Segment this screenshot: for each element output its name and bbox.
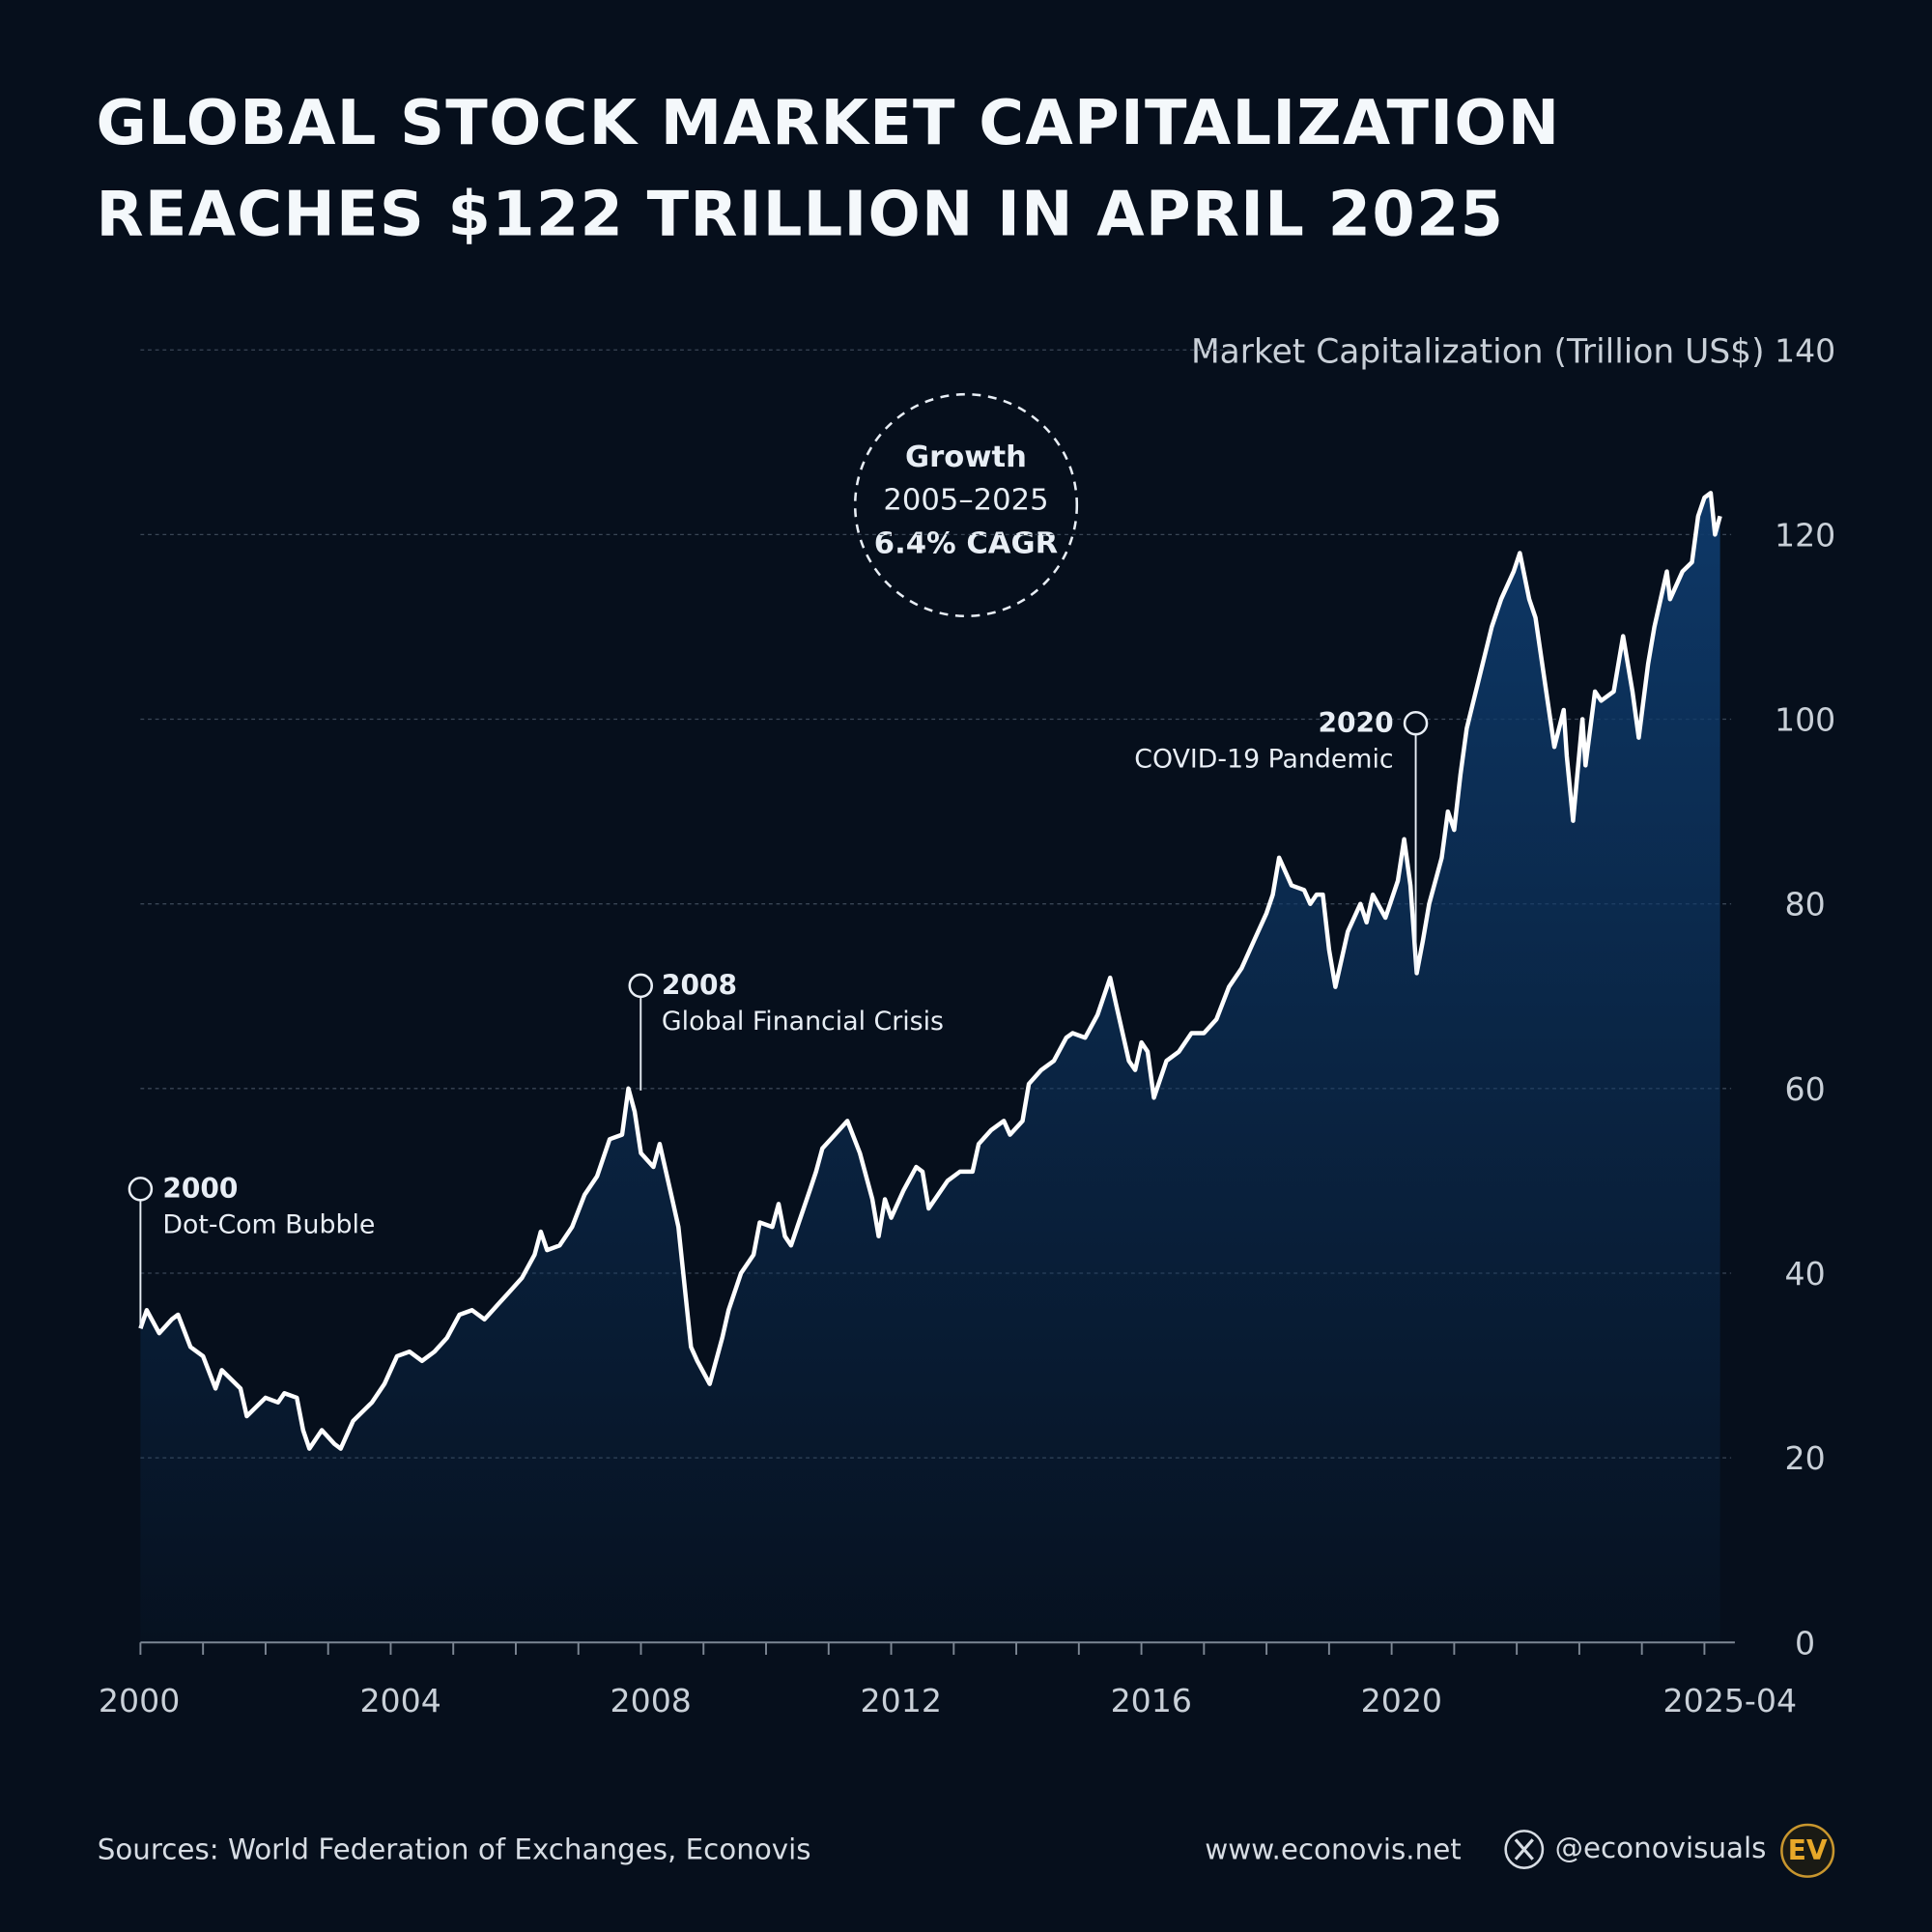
line	[138, 491, 1722, 1451]
callout-line: 2005–2025	[883, 484, 1048, 518]
annotation-marker	[628, 973, 654, 999]
y-tick-label: 60	[1785, 1070, 1826, 1108]
annotation-title: 2008	[662, 970, 737, 1002]
callout-circle	[853, 392, 1079, 618]
x-tick-label: 2012	[861, 1682, 942, 1719]
y-tick-label: 120	[1775, 516, 1835, 554]
annotation-marker	[128, 1177, 154, 1202]
y-tick-label: 80	[1785, 886, 1826, 923]
area	[140, 493, 1720, 1643]
x-tick-label: 2000	[99, 1682, 180, 1719]
website: www.econovis.net	[1205, 1833, 1461, 1865]
y-tick-label: 100	[1775, 701, 1835, 739]
callout-line: Growth	[905, 440, 1027, 474]
y-tick-label: 20	[1785, 1439, 1826, 1477]
annotation-title: 2000	[162, 1173, 238, 1205]
annotation-marker	[1403, 710, 1429, 736]
annotation-text: COVID-19 Pandemic	[1134, 744, 1393, 774]
y-tick-label: 0	[1795, 1624, 1815, 1662]
title-line-2: REACHES $122 TRILLION IN APRIL 2025	[96, 179, 1504, 250]
annotation-text: Dot-Com Bubble	[162, 1210, 375, 1240]
title-line-1: GLOBAL STOCK MARKET CAPITALIZATION	[96, 88, 1560, 159]
x-tick-label: 2025-04	[1663, 1682, 1798, 1719]
x-tick-label: 2016	[1111, 1682, 1192, 1719]
x-icon-glyph	[1514, 1838, 1534, 1861]
annotation-title: 2020	[1319, 707, 1394, 739]
x-tick-label: 2020	[1361, 1682, 1442, 1719]
annotation-text: Global Financial Crisis	[662, 1007, 944, 1037]
x-icon	[1504, 1830, 1545, 1869]
callout-line: 6.4% CAGR	[874, 526, 1058, 560]
y-axis-label: Market Capitalization (Trillion US$)	[1191, 333, 1765, 372]
handle: @econovisuals	[1555, 1832, 1767, 1864]
source: Sources: World Federation of Exchanges, …	[98, 1833, 811, 1865]
y-tick-label: 140	[1775, 331, 1835, 369]
x-tick-label: 2008	[611, 1682, 692, 1719]
x-tick-label: 2004	[359, 1682, 440, 1719]
logo-text: EV	[1788, 1834, 1828, 1866]
y-tick-label: 40	[1785, 1255, 1826, 1293]
logo	[1780, 1823, 1835, 1878]
